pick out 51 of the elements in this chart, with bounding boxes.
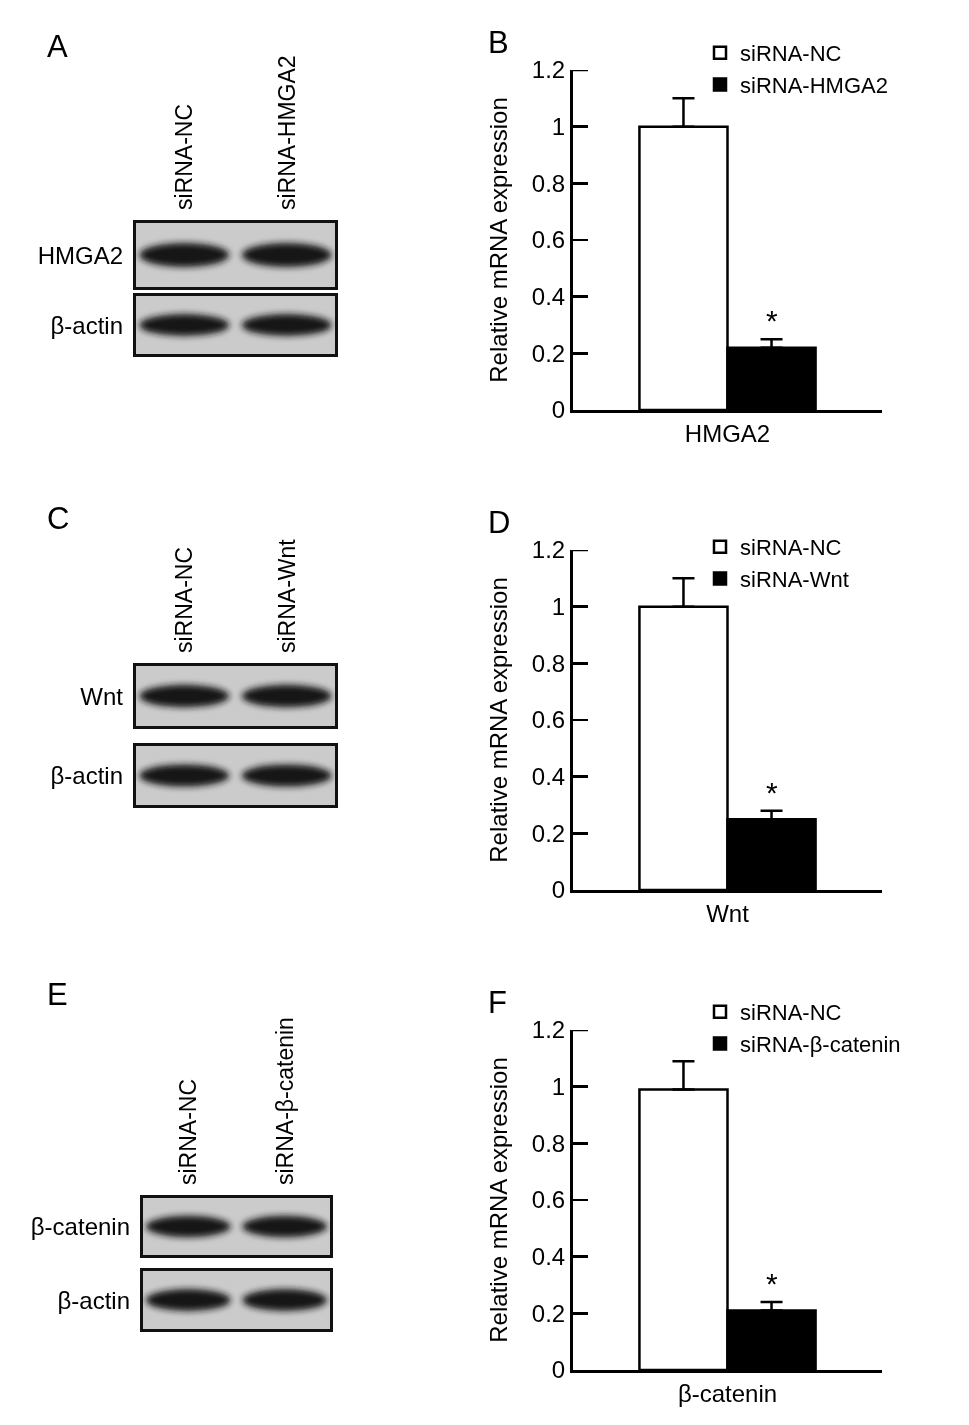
category-label: HMGA2 <box>37 241 123 269</box>
category-label: siRNA-HMGA2 <box>273 55 300 210</box>
y-tick-label: 0.4 <box>531 283 566 311</box>
y-axis-title: Relative mRNA expression <box>484 577 512 863</box>
y-tick-label: 0.8 <box>531 169 566 197</box>
legend-label: siRNA-β-catenin <box>740 1031 901 1057</box>
data-label: * <box>766 1267 778 1300</box>
category-label: β-actin <box>50 762 123 789</box>
chart-title: D <box>488 504 511 540</box>
y-tick-label: 1 <box>551 113 566 141</box>
category-label: β-catenin <box>30 1213 130 1240</box>
legend-label: siRNA-NC <box>740 535 842 561</box>
category-label: siRNA-β-catenin <box>271 1017 298 1185</box>
y-tick-label: 0 <box>551 1356 566 1384</box>
y-tick-label: 0.6 <box>531 706 566 734</box>
category-label: siRNA-Wnt <box>273 538 300 653</box>
y-tick-label: 0.4 <box>531 763 566 791</box>
legend-label: siRNA-NC <box>740 41 842 67</box>
category-label: β-actin <box>50 311 123 339</box>
category-label: siRNA-NC <box>175 1078 202 1185</box>
y-axis-title: Relative mRNA expression <box>484 97 512 383</box>
text: E <box>47 976 68 1012</box>
y-tick-label: 0.8 <box>531 649 566 677</box>
y-tick-label: 0.8 <box>531 1129 566 1157</box>
data-label: * <box>766 776 778 809</box>
chart-title: B <box>488 24 509 60</box>
legend-label: siRNA-HMGA2 <box>740 72 888 98</box>
legend-label: siRNA-Wnt <box>740 566 849 592</box>
y-tick-label: 0.6 <box>531 226 566 254</box>
y-tick-label: 0.2 <box>531 339 566 367</box>
y-tick-label: 0.6 <box>531 1186 566 1214</box>
y-tick-label: 1.2 <box>531 1016 566 1044</box>
legend-label: siRNA-NC <box>740 1000 842 1026</box>
y-tick-label: 0 <box>551 396 566 424</box>
category-label: Wnt <box>80 682 123 710</box>
text: C <box>47 500 70 536</box>
category-label: siRNA-NC <box>171 546 198 653</box>
y-tick-label: 1 <box>551 1073 566 1101</box>
text: A <box>47 28 68 64</box>
data-label: * <box>766 304 778 337</box>
category-label: β-actin <box>57 1286 130 1314</box>
y-tick-label: 0.2 <box>531 819 566 847</box>
category-label: siRNA-NC <box>171 103 198 210</box>
y-tick-label: 1.2 <box>531 536 566 564</box>
y-tick-label: 0 <box>551 876 566 904</box>
chart-title: F <box>488 984 507 1020</box>
y-tick-label: 1 <box>551 593 566 621</box>
y-tick-label: 1.2 <box>531 56 566 84</box>
y-tick-label: 0.2 <box>531 1299 566 1327</box>
y-axis-title: Relative mRNA expression <box>484 1057 512 1343</box>
y-tick-label: 0.4 <box>531 1243 566 1271</box>
